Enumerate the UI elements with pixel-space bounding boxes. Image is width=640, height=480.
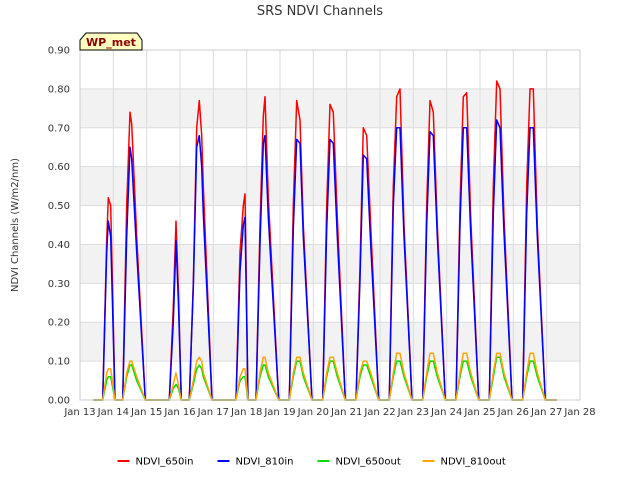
legend-label: NDVI_810in [236,457,294,468]
grid-band [80,322,580,362]
y-tick-label: 0.90 [48,46,70,57]
x-tick-label: Jan 19 [263,407,295,418]
y-axis-ticks: 0.00 0.10 0.20 0.30 0.40 0.50 0.60 0.70 0.80 0.90 [48,46,70,407]
y-tick-label: 0.80 [48,84,70,95]
badge-label: WP_met [86,36,136,49]
station-badge: WP_met [79,32,143,51]
x-tick-label: Jan 20 [297,407,329,418]
legend-label: NDVI_810out [441,457,506,468]
x-tick-label: Jan 27 [530,407,562,418]
x-tick-label: Jan 17 [197,407,229,418]
legend-label: NDVI_650out [336,457,401,468]
x-tick-label: Jan 28 [563,407,595,418]
x-axis-ticks: Jan 13 Jan 14 Jan 15 Jan 16 Jan 17 Jan 18 Jan … [63,407,595,418]
grid-band [80,166,580,206]
y-tick-label: 0.60 [48,162,70,173]
x-tick-label: Jan 14 [97,407,129,418]
badge-shape [79,32,143,51]
x-tick-label: Jan 25 [463,407,495,418]
chart-title: SRS NDVI Channels [257,4,383,19]
y-tick-label: 0.20 [48,318,70,329]
y-tick-label: 0.00 [48,396,70,407]
x-tick-label: Jan 16 [163,407,195,418]
x-tick-label: Jan 13 [63,407,95,418]
plot-frame [79,49,581,401]
y-tick-label: 0.70 [48,123,70,134]
x-tick-label: Jan 15 [130,407,162,418]
x-tick-label: Jan 24 [430,407,462,418]
x-tick-label: Jan 23 [397,407,429,418]
legend: NDVI_650in NDVI_810in NDVI_650out NDVI_810o… [117,457,506,468]
x-tick-label: Jan 18 [230,407,262,418]
grid-band [80,244,580,284]
x-tick-label: Jan 22 [363,407,395,418]
y-tick-label: 0.50 [48,201,70,212]
x-tick-label: Jan 21 [330,407,362,418]
y-tick-label: 0.40 [48,240,70,251]
y-axis-label: NDVI Channels (W/m2/nm) [10,158,21,292]
y-tick-label: 0.30 [48,279,70,290]
y-tick-label: 0.10 [48,357,70,368]
legend-label: NDVI_650in [136,457,194,468]
x-tick-label: Jan 26 [497,407,529,418]
